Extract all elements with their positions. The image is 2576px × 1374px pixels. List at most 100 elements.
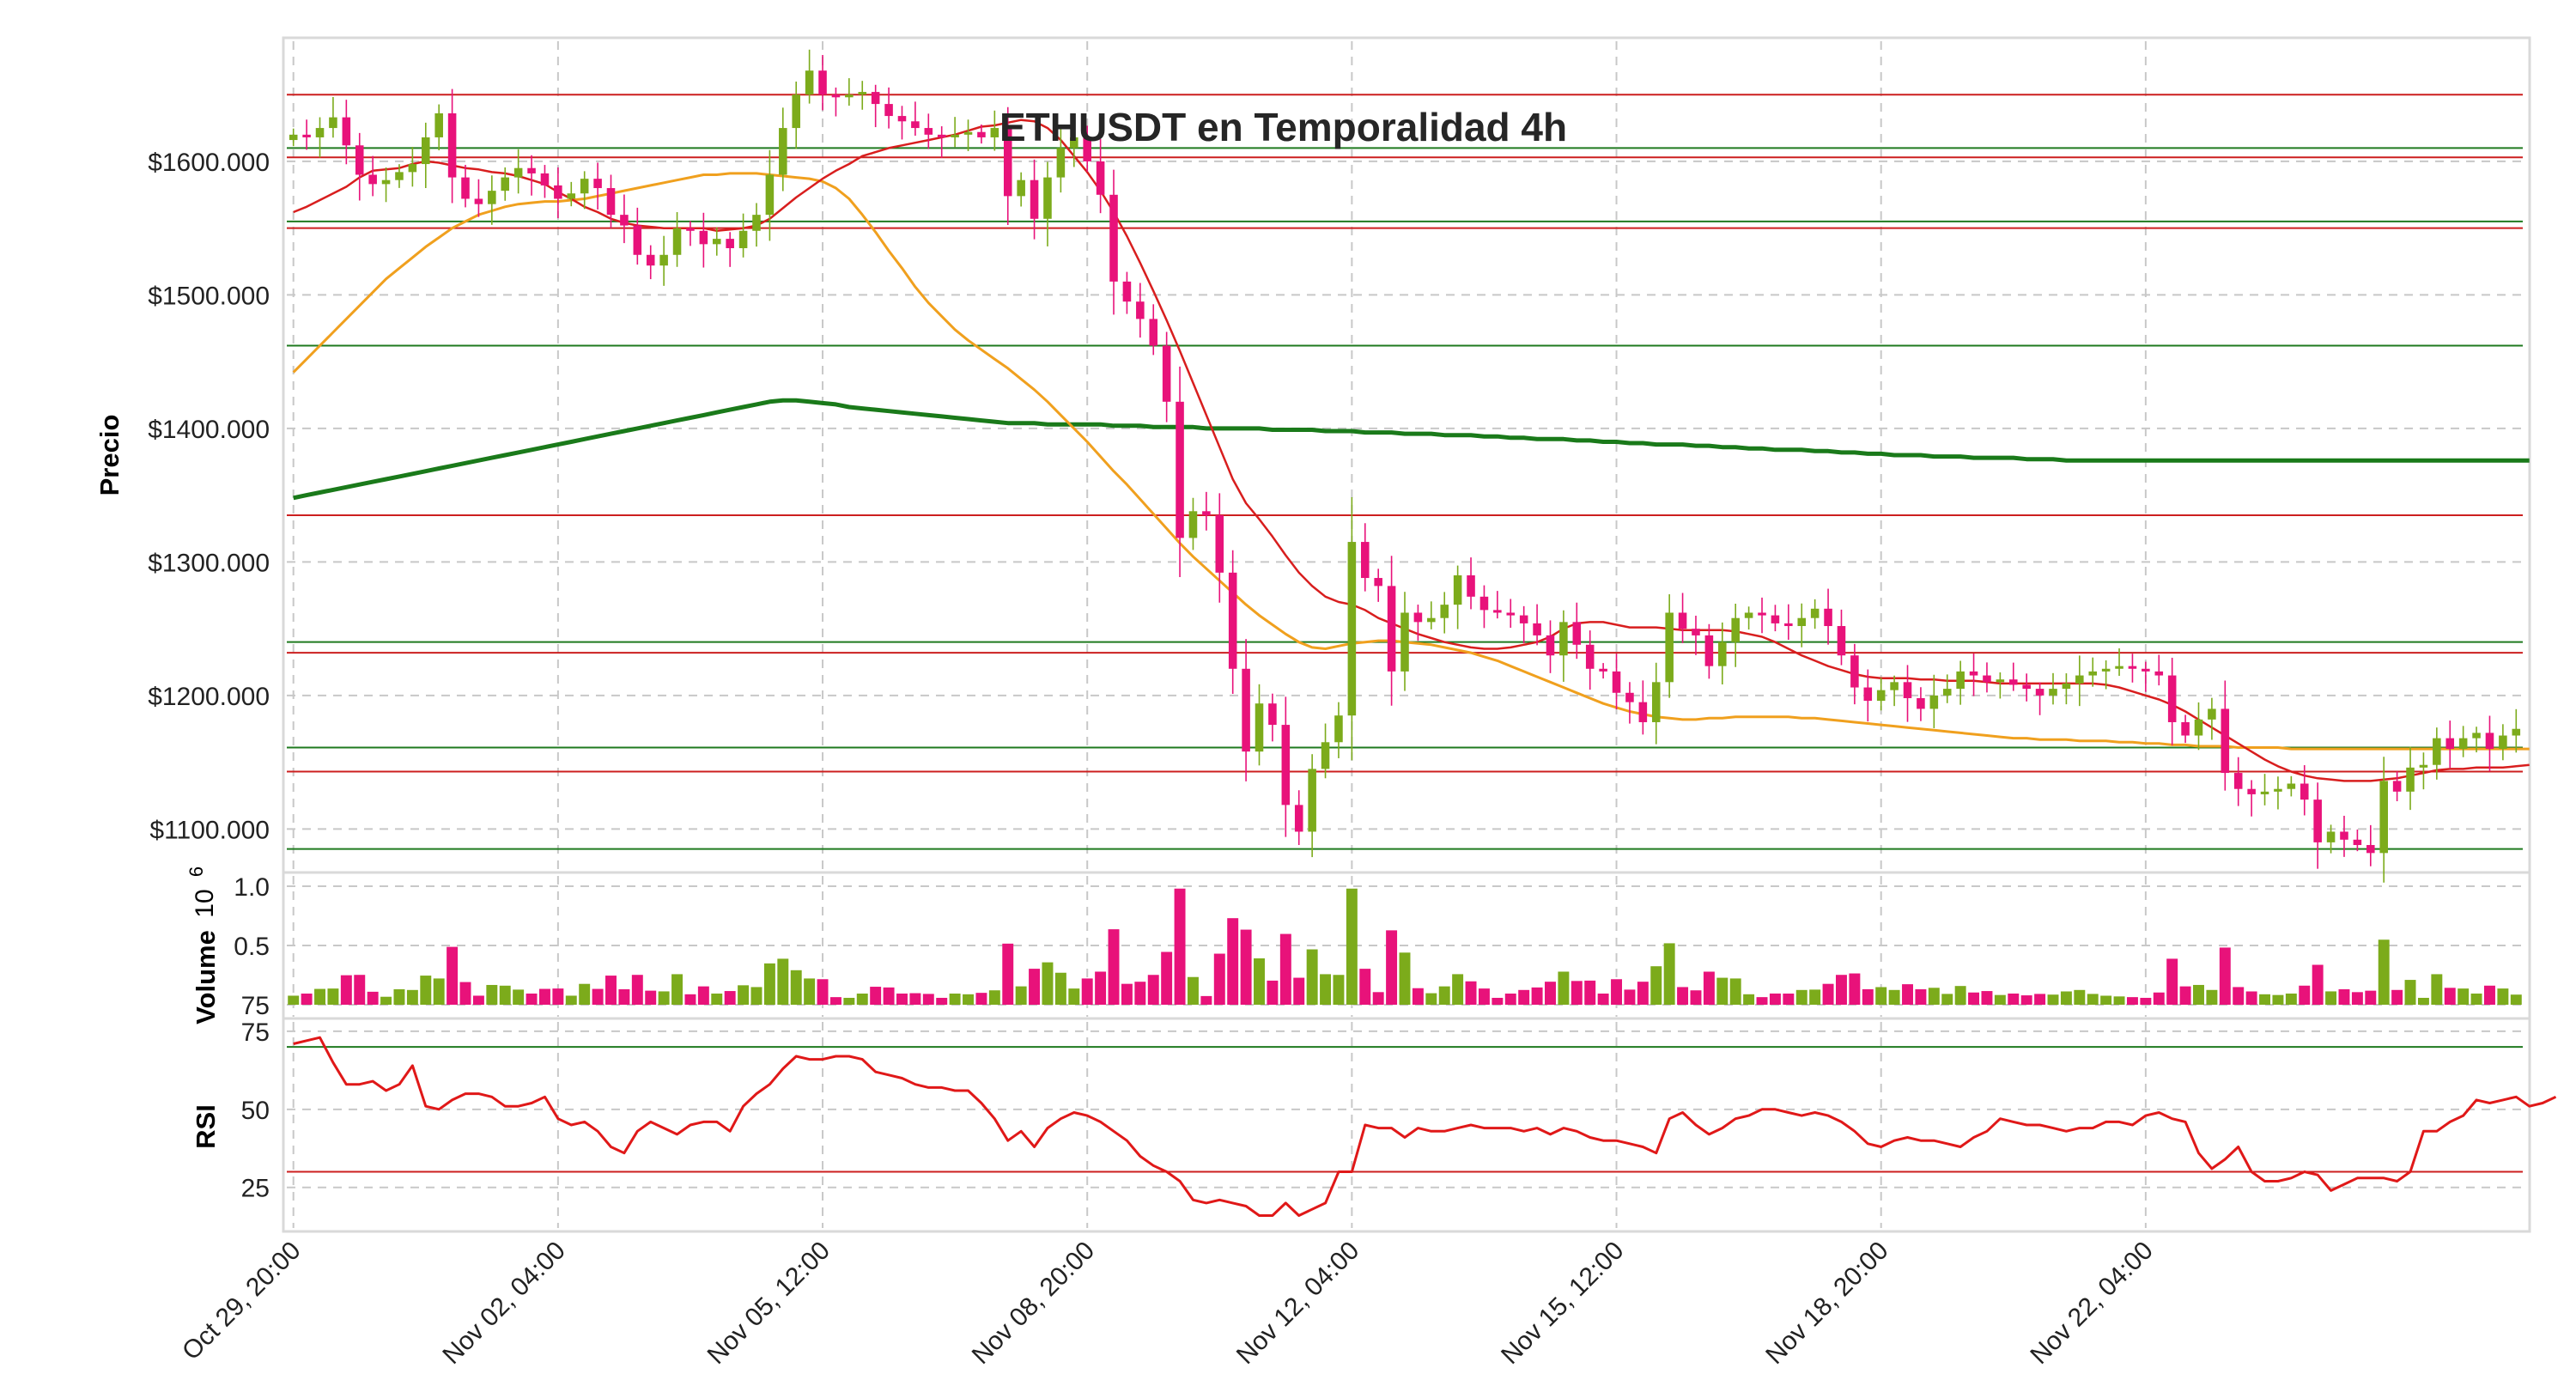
volume-bar [2285,993,2297,1005]
price-y-ticks: $1100.000 $1200.000 $1300.000 $1400.000 $150… [148,149,270,844]
candle-body [712,239,721,245]
candle-body [2287,783,2296,789]
ma-orange-line [292,172,2530,751]
volume-bar [2325,991,2337,1005]
volume-tick-label: 0.5 [234,933,270,961]
volume-bar [327,988,339,1005]
candle-body [726,239,734,248]
rsi-panel-frame [282,1017,2531,1233]
candle-body [1559,622,1568,656]
volume-bar [1465,981,1477,1005]
volume-bar [2338,988,2350,1005]
volume-bar [2008,993,2020,1005]
ma-green-line [293,398,2530,501]
volume-bar [1928,988,1940,1005]
candle-body [1215,514,1224,573]
volume-bar [1769,993,1781,1005]
volume-bar [380,996,392,1005]
candle-body [422,137,430,165]
candle-body [1651,682,1661,722]
candle-body [1824,608,1832,627]
candle-body [329,117,337,129]
candle-body [911,121,920,129]
rsi-tick-label: 50 [241,1097,270,1125]
volume-bar [883,987,895,1005]
volume-bar [1968,992,1980,1005]
volume-bar [777,958,789,1005]
volume-bar [447,946,459,1005]
candle-body [2154,671,2164,676]
volume-bar [843,997,855,1005]
candle-body [593,179,602,189]
candle-body [2233,773,2243,789]
volume-bar [1240,929,1252,1005]
volume-bar [1941,994,1953,1005]
volume-bar [1677,987,1689,1005]
candle-body [646,254,655,266]
candle-body [1400,612,1409,672]
candle-body [977,131,986,137]
volume-y-ticks: 75 0.5 1.0 [234,873,270,1020]
candle-body [792,94,800,129]
volume-bar [2365,990,2377,1005]
candle-body [2472,733,2481,739]
candle-body [1453,575,1462,605]
volume-bar [2020,995,2032,1005]
volume-bar [1783,994,1795,1005]
volume-bar [1346,888,1358,1005]
volume-bar [1888,989,1900,1005]
price-tick-label: $1500.000 [148,282,270,310]
candle-body [606,188,616,216]
volume-bar [975,993,987,1005]
candle-body [368,174,377,185]
candle-body [342,117,351,146]
rsi-axis-label: RSI [191,1104,221,1149]
candle-body [1413,612,1423,623]
volume-bar [2431,974,2443,1005]
volume-bar [1425,993,1437,1005]
volume-bar [552,988,564,1005]
candle-body [2009,679,2018,685]
candle-body [1308,769,1316,832]
volume-bar [1849,973,1861,1005]
volume-bar [2087,994,2099,1005]
volume-bar [790,970,802,1005]
candle-body [434,112,443,137]
rsi-indicator [287,1036,2557,1217]
candle-body [2313,799,2322,842]
candle-body [1360,542,1370,579]
volume-bar [2140,997,2152,1005]
candle-body [818,70,827,95]
volume-bar [631,975,643,1005]
volume-bar [1015,986,1027,1005]
candle-body [1176,401,1184,538]
candle-body [527,167,536,173]
candle-body [580,179,589,194]
candle-body [2062,683,2071,690]
candle-body [620,215,629,226]
volume-bar [909,993,921,1005]
volume-bar [1399,952,1411,1005]
candle-body [2379,781,2388,854]
candle-body [2221,708,2230,774]
candle-body [2274,788,2282,792]
candle-body [924,128,933,135]
candle-body [1493,610,1502,613]
candle-body [1917,697,1925,709]
candle-body [1427,617,1436,623]
volume-bar [658,991,670,1005]
candle-body [1929,695,1939,709]
volume-bar [829,997,841,1005]
volume-bar [1663,943,1675,1005]
volume-bar [2497,988,2509,1005]
volume-bar [2153,992,2165,1005]
candle-body [752,215,761,231]
volume-bar [922,994,934,1005]
candle-body [1533,623,1541,635]
volume-bar [472,995,484,1005]
candle-body [1003,128,1012,197]
rsi-tick-label: 25 [241,1175,270,1203]
volume-bar [2484,985,2495,1005]
volume-bar [870,987,882,1005]
volume-bar [1716,977,1728,1005]
